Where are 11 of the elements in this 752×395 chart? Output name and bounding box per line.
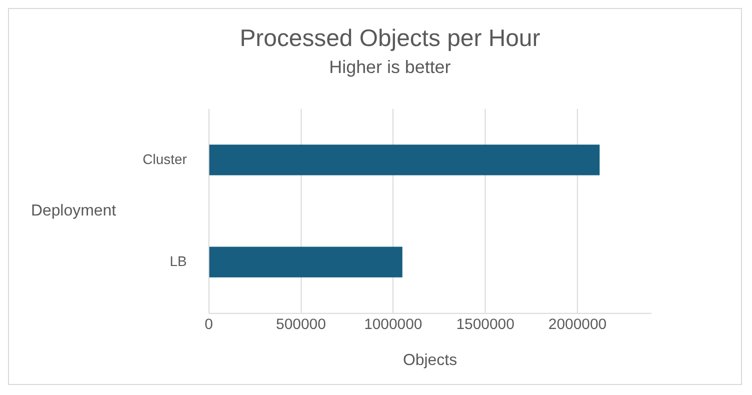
y-axis-title: Deployment: [30, 202, 117, 220]
x-tick-label: 2000000: [548, 316, 607, 334]
y-tick-label: LB: [170, 252, 187, 269]
chart-subtitle: Higher is better: [329, 57, 451, 78]
x-tick-label: 500000: [276, 316, 326, 334]
y-tick-label: Cluster: [142, 150, 188, 167]
x-axis-title: Objects: [402, 352, 458, 369]
x-tick-label: 1500000: [456, 316, 514, 334]
x-tick-label: 1000000: [364, 316, 422, 334]
x-tick-label: 0: [204, 316, 213, 334]
chart-title: Processed Objects per Hour: [240, 24, 540, 52]
